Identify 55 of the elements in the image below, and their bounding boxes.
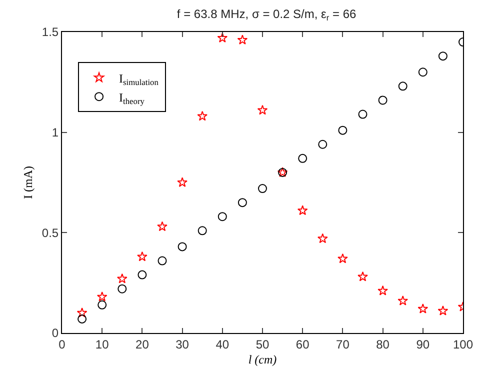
point: [198, 226, 207, 236]
point: [418, 304, 428, 314]
chart-title: f = 63.8 MHz, σ = 0.2 S/m, ε$_{r}$ = 66: [176, 6, 357, 22]
legend-label: I$_{simulation}$: [119, 71, 160, 87]
point: [298, 154, 308, 163]
point: [76, 308, 88, 318]
x-tick-label: 10: [95, 337, 110, 352]
y-axis-title: I (mA): [21, 166, 36, 199]
x-tick-label: 70: [336, 337, 350, 352]
x-tick-label: 60: [296, 337, 310, 352]
point: [438, 52, 448, 61]
y-tick-label: 0: [52, 326, 59, 340]
point: [137, 251, 148, 262]
point: [398, 82, 408, 91]
point: [157, 221, 168, 232]
point: [96, 291, 108, 302]
x-tick-label: 30: [176, 337, 190, 352]
x-tick-label: 20: [136, 337, 150, 352]
point: [378, 96, 388, 105]
y-tick-label: 1.5: [42, 25, 59, 40]
point: [138, 270, 147, 280]
point: [398, 295, 408, 306]
point: [358, 271, 368, 282]
point: [438, 306, 448, 316]
point: [78, 314, 87, 324]
point: [338, 253, 348, 264]
point: [378, 285, 388, 296]
x-tick-label: 100: [452, 337, 474, 352]
x-tick-label: 50: [256, 337, 270, 352]
x-axis-title: l (cm): [248, 352, 277, 366]
y-tick-label: 0.5: [42, 226, 59, 240]
point: [318, 140, 328, 149]
point: [258, 184, 267, 194]
point: [118, 284, 127, 294]
point: [217, 32, 228, 42]
y-tick-label: 1: [52, 126, 59, 140]
x-tick-label: 90: [416, 337, 430, 352]
point: [197, 110, 208, 121]
legend-label: I$_{theory}$: [119, 90, 146, 106]
point: [418, 68, 428, 77]
point: [218, 212, 227, 222]
point: [98, 300, 107, 310]
x-tick-label: 40: [216, 337, 230, 352]
x-tick-label: 80: [376, 337, 390, 352]
point: [158, 256, 167, 266]
point: [116, 273, 128, 284]
point: [338, 126, 348, 135]
point: [257, 104, 268, 115]
point: [238, 198, 247, 208]
point: [237, 34, 248, 44]
point: [297, 205, 308, 216]
point: [317, 233, 328, 244]
point: [358, 110, 368, 119]
point: [177, 177, 188, 187]
point: [178, 242, 187, 252]
